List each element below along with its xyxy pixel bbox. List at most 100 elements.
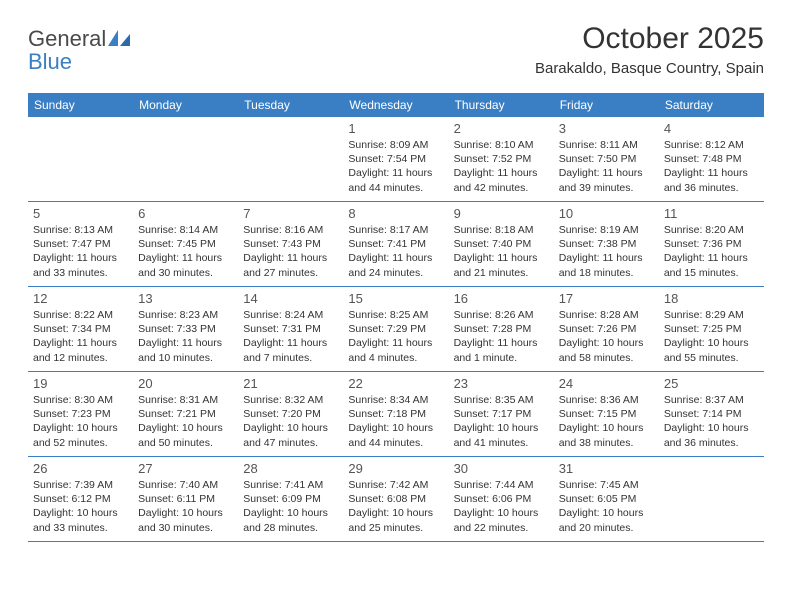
sunset-text: Sunset: 7:31 PM (243, 322, 338, 336)
daylight-text: Daylight: 10 hours and 22 minutes. (454, 506, 549, 534)
daylight-text: Daylight: 10 hours and 52 minutes. (33, 421, 128, 449)
weeks-container: 1Sunrise: 8:09 AMSunset: 7:54 PMDaylight… (28, 117, 764, 542)
day-info: Sunrise: 8:28 AMSunset: 7:26 PMDaylight:… (559, 308, 654, 365)
day-info: Sunrise: 8:36 AMSunset: 7:15 PMDaylight:… (559, 393, 654, 450)
day-cell: 26Sunrise: 7:39 AMSunset: 6:12 PMDayligh… (28, 457, 133, 541)
sunset-text: Sunset: 6:06 PM (454, 492, 549, 506)
day-number: 30 (454, 461, 549, 476)
sunrise-text: Sunrise: 8:37 AM (664, 393, 759, 407)
week-row: 1Sunrise: 8:09 AMSunset: 7:54 PMDaylight… (28, 117, 764, 202)
calendar-grid: Sunday Monday Tuesday Wednesday Thursday… (28, 93, 764, 542)
sunrise-text: Sunrise: 8:34 AM (348, 393, 443, 407)
day-cell: 31Sunrise: 7:45 AMSunset: 6:05 PMDayligh… (554, 457, 659, 541)
day-cell: 23Sunrise: 8:35 AMSunset: 7:17 PMDayligh… (449, 372, 554, 456)
sunrise-text: Sunrise: 7:40 AM (138, 478, 233, 492)
day-number: 22 (348, 376, 443, 391)
sunset-text: Sunset: 7:28 PM (454, 322, 549, 336)
day-cell: 12Sunrise: 8:22 AMSunset: 7:34 PMDayligh… (28, 287, 133, 371)
logo-text-blue: Blue (28, 49, 72, 74)
day-info: Sunrise: 7:42 AMSunset: 6:08 PMDaylight:… (348, 478, 443, 535)
day-number: 9 (454, 206, 549, 221)
day-info: Sunrise: 8:26 AMSunset: 7:28 PMDaylight:… (454, 308, 549, 365)
day-info: Sunrise: 8:16 AMSunset: 7:43 PMDaylight:… (243, 223, 338, 280)
day-header-sun: Sunday (28, 93, 133, 117)
day-cell (659, 457, 764, 541)
sunrise-text: Sunrise: 8:22 AM (33, 308, 128, 322)
sunrise-text: Sunrise: 8:29 AM (664, 308, 759, 322)
sunset-text: Sunset: 6:09 PM (243, 492, 338, 506)
day-cell: 17Sunrise: 8:28 AMSunset: 7:26 PMDayligh… (554, 287, 659, 371)
day-number: 24 (559, 376, 654, 391)
sunset-text: Sunset: 7:43 PM (243, 237, 338, 251)
day-cell: 7Sunrise: 8:16 AMSunset: 7:43 PMDaylight… (238, 202, 343, 286)
day-number: 10 (559, 206, 654, 221)
day-cell: 11Sunrise: 8:20 AMSunset: 7:36 PMDayligh… (659, 202, 764, 286)
sunset-text: Sunset: 7:54 PM (348, 152, 443, 166)
day-header-sat: Saturday (659, 93, 764, 117)
day-header-mon: Monday (133, 93, 238, 117)
daylight-text: Daylight: 11 hours and 24 minutes. (348, 251, 443, 279)
week-row: 19Sunrise: 8:30 AMSunset: 7:23 PMDayligh… (28, 372, 764, 457)
daylight-text: Daylight: 10 hours and 20 minutes. (559, 506, 654, 534)
day-cell: 15Sunrise: 8:25 AMSunset: 7:29 PMDayligh… (343, 287, 448, 371)
sunset-text: Sunset: 6:11 PM (138, 492, 233, 506)
day-info: Sunrise: 7:44 AMSunset: 6:06 PMDaylight:… (454, 478, 549, 535)
day-number: 1 (348, 121, 443, 136)
day-cell: 21Sunrise: 8:32 AMSunset: 7:20 PMDayligh… (238, 372, 343, 456)
day-number: 6 (138, 206, 233, 221)
sunrise-text: Sunrise: 8:25 AM (348, 308, 443, 322)
daylight-text: Daylight: 11 hours and 21 minutes. (454, 251, 549, 279)
daylight-text: Daylight: 11 hours and 7 minutes. (243, 336, 338, 364)
sunset-text: Sunset: 7:17 PM (454, 407, 549, 421)
daylight-text: Daylight: 10 hours and 44 minutes. (348, 421, 443, 449)
day-number: 31 (559, 461, 654, 476)
day-header-thu: Thursday (449, 93, 554, 117)
daylight-text: Daylight: 11 hours and 1 minute. (454, 336, 549, 364)
day-info: Sunrise: 8:10 AMSunset: 7:52 PMDaylight:… (454, 138, 549, 195)
page-header: General Blue October 2025 Barakaldo, Bas… (28, 22, 764, 77)
day-info: Sunrise: 8:31 AMSunset: 7:21 PMDaylight:… (138, 393, 233, 450)
sunrise-text: Sunrise: 8:19 AM (559, 223, 654, 237)
sunrise-text: Sunrise: 7:42 AM (348, 478, 443, 492)
sunrise-text: Sunrise: 8:14 AM (138, 223, 233, 237)
day-info: Sunrise: 8:11 AMSunset: 7:50 PMDaylight:… (559, 138, 654, 195)
day-cell: 19Sunrise: 8:30 AMSunset: 7:23 PMDayligh… (28, 372, 133, 456)
sunrise-text: Sunrise: 8:35 AM (454, 393, 549, 407)
day-cell (133, 117, 238, 201)
sunset-text: Sunset: 7:23 PM (33, 407, 128, 421)
day-cell: 13Sunrise: 8:23 AMSunset: 7:33 PMDayligh… (133, 287, 238, 371)
daylight-text: Daylight: 11 hours and 15 minutes. (664, 251, 759, 279)
sunset-text: Sunset: 7:21 PM (138, 407, 233, 421)
week-row: 5Sunrise: 8:13 AMSunset: 7:47 PMDaylight… (28, 202, 764, 287)
day-info: Sunrise: 8:24 AMSunset: 7:31 PMDaylight:… (243, 308, 338, 365)
daylight-text: Daylight: 11 hours and 42 minutes. (454, 166, 549, 194)
day-cell: 29Sunrise: 7:42 AMSunset: 6:08 PMDayligh… (343, 457, 448, 541)
day-number: 23 (454, 376, 549, 391)
sunrise-text: Sunrise: 8:24 AM (243, 308, 338, 322)
sunset-text: Sunset: 6:08 PM (348, 492, 443, 506)
sunrise-text: Sunrise: 8:18 AM (454, 223, 549, 237)
day-cell: 20Sunrise: 8:31 AMSunset: 7:21 PMDayligh… (133, 372, 238, 456)
logo: General Blue (28, 22, 130, 74)
week-row: 26Sunrise: 7:39 AMSunset: 6:12 PMDayligh… (28, 457, 764, 542)
daylight-text: Daylight: 10 hours and 47 minutes. (243, 421, 338, 449)
month-title: October 2025 (535, 22, 764, 56)
day-cell: 27Sunrise: 7:40 AMSunset: 6:11 PMDayligh… (133, 457, 238, 541)
day-number: 13 (138, 291, 233, 306)
sunrise-text: Sunrise: 8:31 AM (138, 393, 233, 407)
sunrise-text: Sunrise: 7:39 AM (33, 478, 128, 492)
logo-text-block: General Blue (28, 28, 130, 74)
day-cell: 8Sunrise: 8:17 AMSunset: 7:41 PMDaylight… (343, 202, 448, 286)
logo-sail-icon (108, 30, 130, 51)
daylight-text: Daylight: 10 hours and 38 minutes. (559, 421, 654, 449)
sunset-text: Sunset: 7:25 PM (664, 322, 759, 336)
day-cell: 14Sunrise: 8:24 AMSunset: 7:31 PMDayligh… (238, 287, 343, 371)
sunrise-text: Sunrise: 7:45 AM (559, 478, 654, 492)
daylight-text: Daylight: 11 hours and 18 minutes. (559, 251, 654, 279)
sunset-text: Sunset: 7:40 PM (454, 237, 549, 251)
daylight-text: Daylight: 10 hours and 28 minutes. (243, 506, 338, 534)
sunset-text: Sunset: 7:41 PM (348, 237, 443, 251)
daylight-text: Daylight: 10 hours and 25 minutes. (348, 506, 443, 534)
day-cell: 5Sunrise: 8:13 AMSunset: 7:47 PMDaylight… (28, 202, 133, 286)
day-info: Sunrise: 8:18 AMSunset: 7:40 PMDaylight:… (454, 223, 549, 280)
